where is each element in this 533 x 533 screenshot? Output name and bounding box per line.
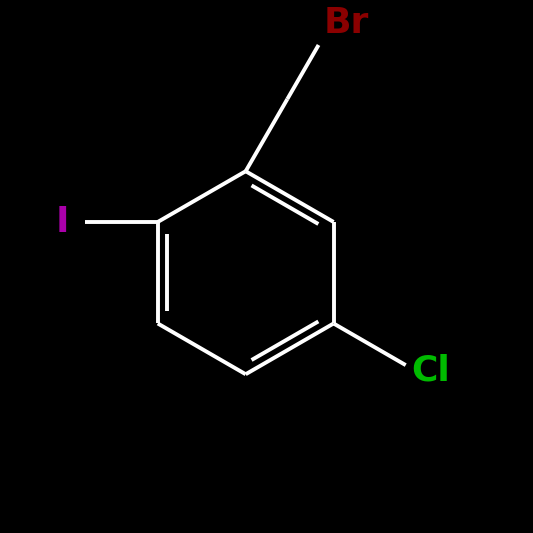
Text: Br: Br [324,6,369,40]
Text: I: I [56,205,69,239]
Text: Cl: Cl [411,353,450,387]
